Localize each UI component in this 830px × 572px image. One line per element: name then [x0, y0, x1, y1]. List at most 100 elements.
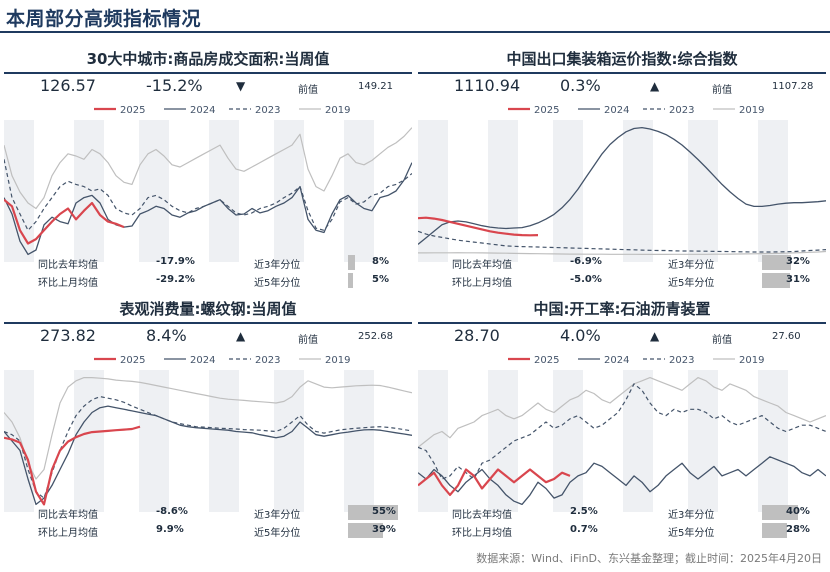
prev-value: 252.68	[358, 331, 393, 342]
panel-divider	[4, 322, 412, 324]
legend-label-2023: 2023	[669, 355, 694, 366]
stats-row-yoy: 同比去年均值 -8.6% 近3年分位 55%	[4, 504, 412, 521]
change-percent: -15.2%	[146, 76, 203, 95]
mom-label: 环比上月均值	[38, 528, 98, 539]
shade-band	[488, 120, 518, 262]
series-line-2019	[418, 377, 826, 448]
series-line-2024	[418, 126, 826, 245]
legend-label-2024: 2024	[190, 355, 215, 366]
yoy-value: -17.9%	[156, 256, 195, 267]
pct5-value: 31%	[786, 274, 810, 285]
direction-icon: ▲	[236, 329, 246, 343]
shade-band	[553, 370, 583, 512]
pct3-value: 8%	[372, 256, 389, 267]
legend-label-2025: 2025	[534, 105, 559, 116]
panel-divider	[418, 72, 826, 74]
legend-label-2019: 2019	[739, 355, 764, 366]
chart-legend: 2025 2024 2023 2019	[94, 355, 350, 366]
direction-icon: ▲	[650, 79, 660, 93]
pct3-bar	[762, 505, 798, 520]
yoy-value: -8.6%	[156, 506, 188, 517]
shade-band	[139, 120, 169, 262]
latest-value: 28.70	[454, 326, 500, 345]
pct3-label: 近3年分位	[254, 510, 301, 521]
pct5-label: 近5年分位	[254, 278, 301, 289]
panel-asphalt-utilization: 中国:开工率:石油沥青装置 28.70 4.0% ▲ 前值 27.60 2025 2024 20…	[418, 298, 826, 548]
pct3-bar	[348, 505, 398, 520]
legend-label-2019: 2019	[325, 355, 350, 366]
chart-legend: 2025 2024 2023 2019	[508, 355, 764, 366]
stats-row-yoy: 同比去年均值 -6.9% 近3年分位 32%	[418, 254, 826, 271]
stats-footer: 同比去年均值 -8.6% 近3年分位 55% 环比上月均值 9.9% 近5年分位 39%	[4, 502, 412, 539]
shade-band	[688, 120, 718, 262]
panel-rebar-consumption: 表观消费量:螺纹钢:当周值 273.82 8.4% ▲ 前值 252.68 2025 2024…	[4, 298, 412, 548]
shade-band	[758, 370, 788, 512]
legend-label-2024: 2024	[604, 355, 629, 366]
shade-band	[418, 120, 448, 262]
yoy-value: 2.5%	[570, 506, 598, 517]
pct5-value: 28%	[786, 524, 810, 535]
pct3-value: 32%	[786, 256, 810, 267]
shade-band	[209, 120, 239, 262]
page-title: 本周部分高频指标情况	[6, 8, 202, 30]
data-source-note: 数据来源：Wind、iFinD、东兴基金整理；截止时间：2025年4月20日	[476, 552, 822, 565]
pct5-label: 近5年分位	[254, 528, 301, 539]
yoy-label: 同比去年均值	[452, 510, 512, 521]
shade-band	[623, 120, 653, 262]
shade-band	[418, 370, 448, 512]
panel-divider	[418, 322, 826, 324]
pct3-value: 40%	[786, 506, 810, 517]
yoy-label: 同比去年均值	[38, 260, 98, 271]
shade-band	[74, 120, 104, 262]
mom-label: 环比上月均值	[452, 528, 512, 539]
stats-row-mom: 环比上月均值 0.7% 近5年分位 28%	[418, 522, 826, 539]
yoy-value: -6.9%	[570, 256, 602, 267]
pct5-bar	[348, 523, 383, 538]
panel-title: 30大中城市:商品房成交面积:当周值	[86, 50, 330, 68]
series-line-2025	[418, 216, 539, 237]
direction-icon: ▼	[236, 79, 246, 93]
series-line-2019	[418, 250, 826, 255]
line-chart: 2025 2024 2023 2019	[4, 355, 412, 512]
pct5-bar	[762, 523, 787, 538]
title-divider	[0, 31, 830, 33]
stats-row-mom: 环比上月均值 -5.0% 近5年分位 31%	[418, 272, 826, 289]
series-line-2025	[4, 425, 141, 506]
legend-label-2023: 2023	[255, 355, 280, 366]
stat-row: 126.57 -15.2% ▼ 前值 149.21	[4, 76, 412, 98]
panel-housing-sales: 30大中城市:商品房成交面积:当周值 126.57 -15.2% ▼ 前值 149.21 2…	[4, 48, 412, 298]
shade-band	[688, 370, 718, 512]
legend-label-2025: 2025	[534, 355, 559, 366]
chart-legend: 2025 2024 2023 2019	[94, 105, 350, 116]
prev-value: 149.21	[358, 81, 393, 92]
stat-row: 28.70 4.0% ▲ 前值 27.60	[418, 326, 826, 348]
line-chart: 2025 2024 2023 2019	[418, 355, 826, 512]
legend-label-2023: 2023	[669, 105, 694, 116]
pct5-label: 近5年分位	[668, 528, 715, 539]
line-chart: 2025 2024 2023 2019	[418, 105, 826, 262]
prev-value: 27.60	[772, 331, 801, 342]
shade-band	[209, 370, 239, 512]
panel-divider	[4, 72, 412, 74]
shade-band	[758, 120, 788, 262]
pct3-bar	[348, 255, 355, 270]
pct5-label: 近5年分位	[668, 278, 715, 289]
pct5-value: 39%	[372, 524, 396, 535]
prev-value: 1107.28	[772, 81, 814, 92]
pct3-value: 55%	[372, 506, 396, 517]
stats-footer: 同比去年均值 2.5% 近3年分位 40% 环比上月均值 0.7% 近5年分位 28%	[418, 502, 826, 539]
shade-band	[488, 370, 518, 512]
prev-label: 前值	[712, 335, 732, 346]
legend-label-2024: 2024	[604, 105, 629, 116]
series-line-2019	[4, 127, 412, 210]
yoy-label: 同比去年均值	[38, 510, 98, 521]
latest-value: 126.57	[40, 76, 96, 95]
shade-band	[344, 370, 374, 512]
shade-band	[553, 120, 583, 262]
legend-label-2025: 2025	[120, 105, 145, 116]
mom-value: 0.7%	[570, 524, 598, 535]
stats-row-mom: 环比上月均值 9.9% 近5年分位 39%	[4, 522, 412, 539]
series-line-2024	[4, 405, 412, 506]
pct3-label: 近3年分位	[668, 260, 715, 271]
stats-row-yoy: 同比去年均值 -17.9% 近3年分位 8%	[4, 254, 412, 271]
